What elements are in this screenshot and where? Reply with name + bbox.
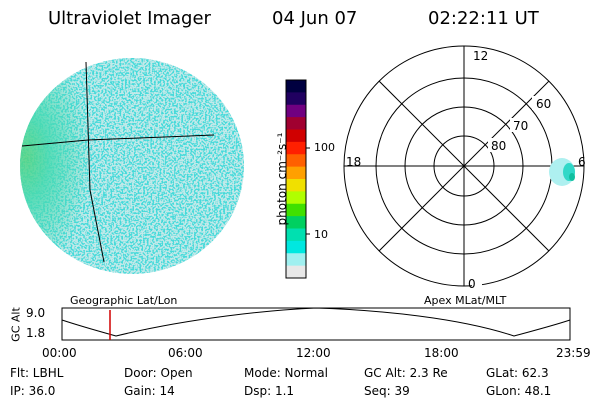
colorbar-swatch [286,203,306,217]
colorbar-swatch [286,191,306,205]
polar-label-70: 70 [513,119,529,133]
colorbar-swatch [286,240,306,254]
colorbar-tick-100: 100 [314,141,335,154]
door-readout: Door: Open [124,366,193,380]
colorbar-swatch [286,228,306,242]
polar-label-12: 12 [473,49,489,63]
glat-readout: GLat: 62.3 [486,366,549,380]
colorbar-swatch [286,92,306,106]
polar-label-80: 80 [491,139,507,153]
colorbar-swatch [286,216,306,230]
colorbar-swatch [286,104,306,118]
time-label: 02:22:11 UT [428,8,539,29]
orbit-right-title: Apex MLat/MLT [424,294,507,307]
colorbar-swatch [286,253,306,267]
mode-readout: Mode: Normal [244,366,328,380]
gcalt-readout: GC Alt: 2.3 Re [364,366,448,380]
polar-label-18: 18 [346,155,362,169]
colorbar-swatch [286,179,306,192]
dsp-readout: Dsp: 1.1 [244,384,295,398]
colorbar-swatch [286,117,306,131]
orbit-tick-0600: 06:00 [168,346,203,360]
orbit-tick-2359: 23:59 [556,346,591,360]
orbit-tick-1200: 12:00 [296,346,331,360]
orbit-left-title: Geographic Lat/Lon [70,294,178,307]
colorbar-swatch [286,166,306,180]
orbit-ymin-label: 1.8 [26,326,46,340]
polar-label-6: 6 [578,155,586,169]
orbit-tick-0000: 00:00 [42,346,77,360]
ip-readout: IP: 36.0 [10,384,56,398]
colorbar-swatch [286,141,306,155]
orbit-ymax-label: 9.0 [26,306,46,320]
gain-readout: Gain: 14 [124,384,175,398]
colorbar-tick-10: 10 [314,228,328,241]
polar-label-60: 60 [536,97,552,111]
orbit-tick-1800: 18:00 [424,346,459,360]
seq-readout: Seq: 39 [364,384,410,398]
colorbar-swatch [286,129,306,143]
glon-readout: GLon: 48.1 [486,384,552,398]
colorbar-swatch [286,80,306,93]
colorbar-swatch [286,265,306,279]
instrument-title: Ultraviolet Imager [48,8,211,29]
colorbar-swatch [286,154,306,168]
flt-readout: Flt: LBHL [10,366,64,380]
date-label: 04 Jun 07 [272,8,358,29]
polar-label-0: 0 [468,277,476,291]
